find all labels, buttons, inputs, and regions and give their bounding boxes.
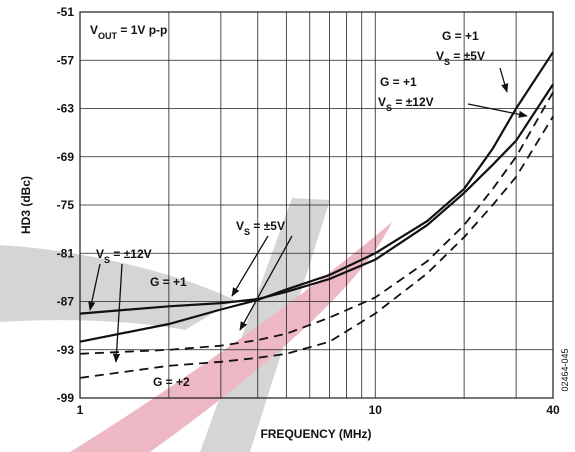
y-tick-label: -87 [57, 295, 75, 309]
annotation-text: V [236, 219, 244, 233]
annotation-text: G = +1 [442, 29, 479, 43]
annotation-text: V [378, 95, 386, 109]
series-line [79, 51, 554, 343]
y-axis-label: HD3 (dBc) [19, 176, 33, 234]
x-tick-label: 10 [369, 403, 383, 417]
y-tick-label: -69 [57, 150, 75, 164]
y-tick-label: -57 [57, 53, 75, 67]
annotation-arrow [88, 263, 101, 311]
annotation-text: G = +2 [153, 375, 190, 389]
watermark [0, 198, 392, 452]
y-tick-label: -93 [57, 343, 75, 357]
annotation-text: V [90, 23, 98, 37]
annotation: VS = ±5V [436, 49, 485, 67]
annotation-text: = 1V p-p [117, 23, 167, 37]
annotation: VS = ±5V [236, 219, 285, 237]
annotation-text: G = +1 [150, 275, 187, 289]
y-tick-label: -51 [57, 5, 75, 19]
series-line [79, 116, 554, 379]
y-tick-label: -75 [57, 198, 75, 212]
x-tick-label: 1 [77, 403, 84, 417]
annotation-text: V [436, 49, 444, 63]
y-tick-label: -99 [57, 391, 75, 405]
annotation-arrow [239, 235, 293, 331]
series-line [79, 91, 554, 355]
annotation-subscript: S [386, 103, 392, 113]
annotation-arrow [231, 235, 269, 297]
annotation-text: = ±5V [250, 219, 285, 233]
annotation-arrow [499, 67, 509, 93]
annotation-text: = ±12V [392, 95, 434, 109]
annotation-subscript: OUT [98, 31, 118, 41]
annotation-arrow [112, 263, 123, 363]
x-tick-label: 40 [546, 403, 560, 417]
annotation: G = +1 [150, 275, 187, 289]
annotation-text: = ±5V [450, 49, 485, 63]
annotation: VS = ±12V [96, 247, 152, 265]
figure-code: 02464-045 [560, 348, 570, 391]
annotation-subscript: S [444, 57, 450, 67]
annotation-text: V [96, 247, 104, 261]
annotation-subscript: S [244, 227, 250, 237]
y-tick-label: -63 [57, 102, 75, 116]
annotation: G = +2 [153, 375, 190, 389]
x-axis-label: FREQUENCY (MHz) [260, 427, 371, 441]
series-line [79, 83, 554, 315]
annotation-subscript: S [104, 255, 110, 265]
annotation: G = +1 [380, 75, 417, 89]
annotation: G = +1 [442, 29, 479, 43]
annotation: VOUT = 1V p-p [90, 23, 167, 41]
annotation-text: = ±12V [110, 247, 152, 261]
annotation-text: G = +1 [380, 75, 417, 89]
y-tick-label: -81 [57, 246, 75, 260]
annotation: VS = ±12V [378, 95, 434, 113]
annotation-arrow [467, 103, 528, 118]
